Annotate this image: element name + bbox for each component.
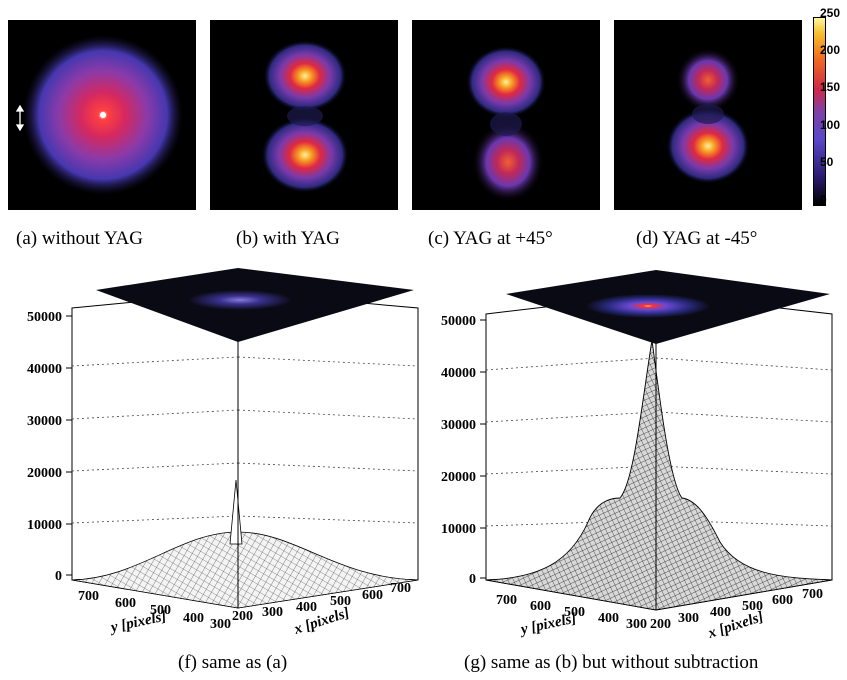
z-tick: 10000 (27, 518, 62, 533)
x-tick: 500 (742, 599, 763, 614)
y-tick: 600 (530, 599, 551, 614)
z-tick: 0 (469, 572, 476, 587)
caption-b: (b) with YAG (236, 228, 340, 249)
colorbar-tick: 250 (820, 6, 841, 20)
x-tick: 700 (802, 587, 823, 602)
colorbar-tick: 200 (820, 43, 841, 57)
y-tick: 300 (626, 617, 647, 632)
x-tick: 200 (232, 609, 253, 624)
y-tick: 400 (598, 611, 619, 626)
z-tick: 30000 (27, 414, 62, 429)
x-tick: 600 (362, 588, 383, 603)
caption-c: (c) YAG at +45° (428, 228, 553, 249)
surface-plot-f: 50000 40000 30000 20000 10000 0 700 600 … (0, 262, 420, 646)
z-tick: 40000 (441, 366, 476, 381)
image-panel-c (412, 20, 600, 210)
x-tick: 400 (710, 605, 731, 620)
x-tick: 500 (330, 594, 351, 609)
x-tick: 200 (650, 617, 671, 632)
x-tick: 600 (772, 593, 793, 608)
colorbar-tick: 50 (820, 155, 834, 169)
caption-a: (a) without YAG (16, 228, 143, 249)
z-tick: 10000 (441, 522, 476, 537)
z-tick: 0 (55, 569, 62, 584)
y-tick: 500 (564, 605, 585, 620)
y-tick: 700 (78, 589, 99, 604)
colorbar-tick: 0 (820, 193, 827, 207)
polarization-arrow-icon (15, 104, 25, 132)
y-tick: 700 (496, 593, 517, 608)
y-axis-label: y [pixels] (518, 611, 578, 639)
z-tick: 50000 (441, 314, 476, 329)
colorbar-tick: 150 (820, 80, 841, 94)
y-tick: 300 (210, 617, 231, 632)
x-tick: 300 (262, 605, 283, 620)
y-tick: 500 (150, 603, 171, 618)
surface-plot-g: 50000 40000 30000 20000 10000 0 700 600 … (420, 262, 840, 646)
z-tick: 40000 (27, 362, 62, 377)
z-tick: 30000 (441, 418, 476, 433)
x-tick: 700 (390, 581, 411, 596)
caption-d: (d) YAG at -45° (636, 228, 758, 249)
y-tick: 600 (115, 596, 136, 611)
colorbar-tick: 100 (820, 118, 841, 132)
y-tick: 400 (183, 611, 204, 626)
y-axis-label: y [pixels] (108, 609, 168, 637)
image-panel-a (8, 20, 196, 210)
image-panel-d (614, 20, 802, 210)
caption-g: (g) same as (b) but without subtraction (464, 652, 759, 673)
z-tick: 50000 (27, 310, 62, 325)
z-tick: 20000 (441, 470, 476, 485)
caption-f: (f) same as (a) (178, 652, 288, 673)
x-tick: 300 (678, 611, 699, 626)
image-panel-b (210, 20, 398, 210)
x-tick: 400 (296, 600, 317, 615)
z-tick: 20000 (27, 466, 62, 481)
colorbar (813, 17, 826, 206)
